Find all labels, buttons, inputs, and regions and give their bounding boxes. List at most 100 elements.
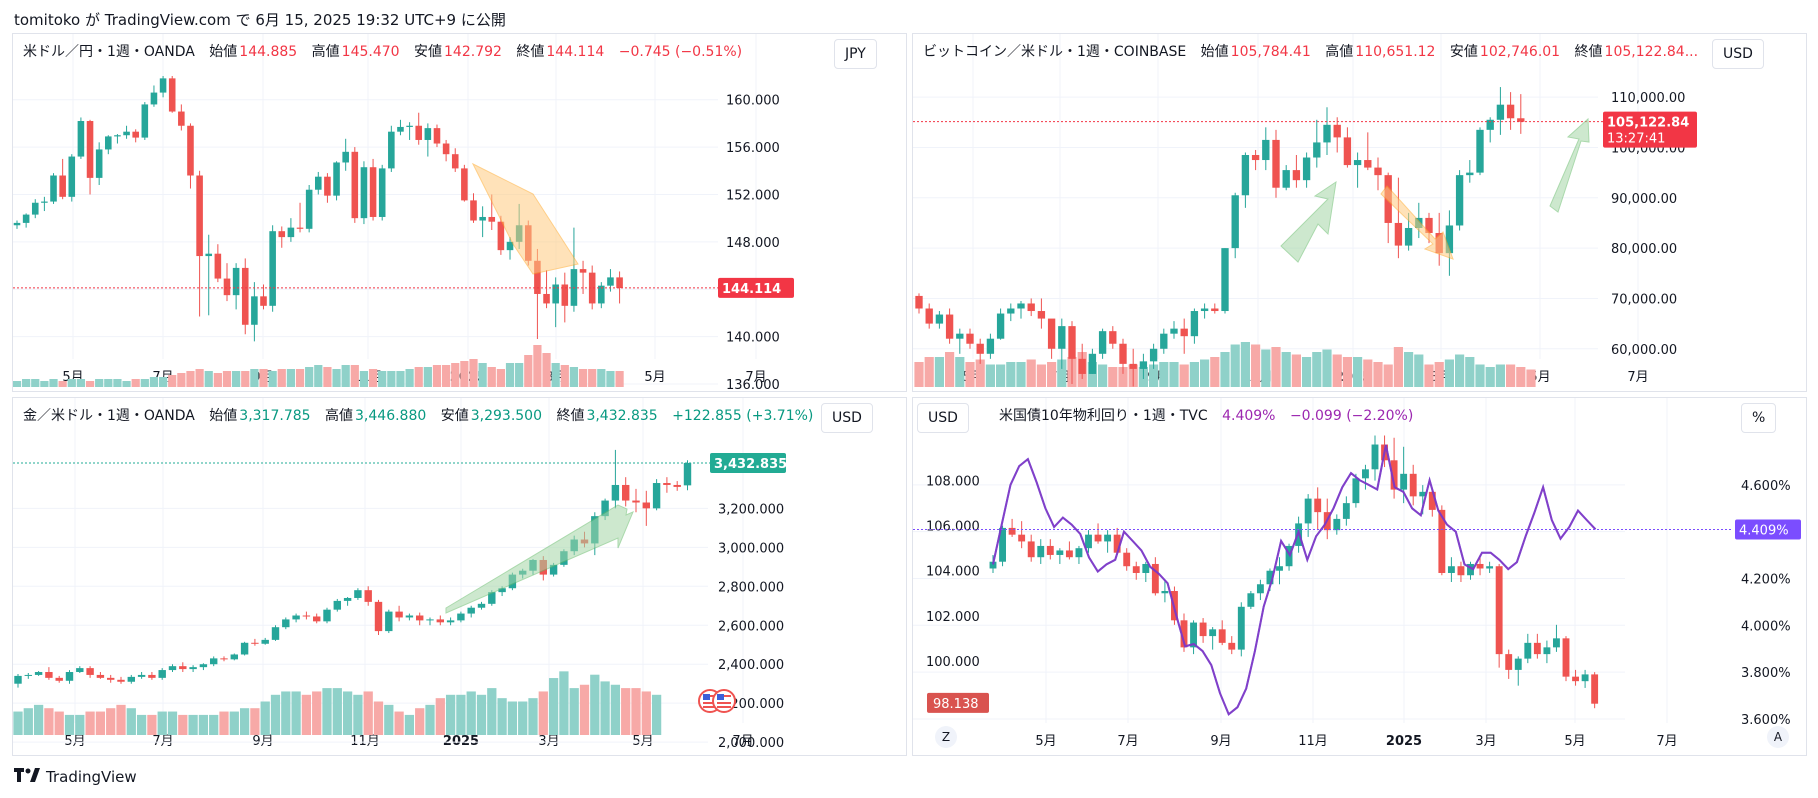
volume-bar (122, 381, 131, 387)
dxy-candle (1113, 534, 1121, 553)
tradingview-logo[interactable]: TradingView (14, 767, 137, 786)
xauusd-legend: 金／米ドル・1週・OANDA 始値 3,317.785 高値 3,446.880 安… (23, 405, 813, 425)
xauusd-unit-button[interactable]: USD (821, 403, 873, 433)
up-arrow-annotation (1549, 117, 1590, 213)
btcusd-chart-panel[interactable]: 5月7月9月11月20253月5月7月110,000.00100,000.009… (912, 33, 1807, 392)
price-candle (50, 175, 57, 202)
price-candle (302, 615, 311, 617)
price-candle (506, 241, 514, 251)
auto-scale-z-button[interactable]: Z (935, 726, 957, 748)
y-tick-label: 3.600% (1741, 713, 1791, 728)
volume-bar (64, 714, 75, 735)
volume-bar (158, 377, 168, 387)
price-candle (168, 666, 177, 671)
auto-scale-a-button[interactable]: A (1767, 726, 1789, 748)
price-candle (378, 168, 386, 217)
volume-bar (241, 371, 250, 387)
volume-bar (277, 369, 286, 387)
btcusd-unit-button[interactable]: USD (1712, 39, 1764, 69)
countdown-label: 13:27:41 (1607, 132, 1665, 147)
usdjpy-unit-button[interactable]: JPY (834, 39, 877, 69)
price-candle (1058, 326, 1066, 349)
price-candle (86, 121, 94, 178)
volume-bar (49, 379, 58, 387)
volume-bar (1332, 354, 1342, 387)
price-candle (424, 128, 432, 140)
price-candle (534, 260, 541, 294)
dxy-candle (1457, 566, 1465, 576)
price-candle (663, 483, 671, 485)
volume-bar (1108, 367, 1118, 387)
us10y-chart-panel[interactable]: 5月7月9月11月20253月5月7月4.600%4.400%4.200%4.0… (912, 397, 1807, 756)
price-candle (86, 668, 94, 675)
volume-bar (219, 711, 229, 735)
dxy-unit-button[interactable]: USD (917, 403, 969, 433)
volume-bar (281, 691, 291, 735)
y-tick-label: 140.000 (726, 331, 780, 346)
price-candle (945, 314, 954, 339)
price-candle (360, 167, 368, 219)
x-tick-label: 7月 (152, 734, 173, 749)
dxy-candle (1400, 473, 1408, 490)
volume-bar (1179, 364, 1189, 387)
volume-bar (569, 367, 579, 387)
price-candle (323, 609, 331, 622)
price-candle (189, 667, 197, 670)
xauusd-chart-panel[interactable]: 5月 7月 9月 11月 2025 3月 5月 7月 3,200.000 3,000.000 2,8… (12, 397, 907, 756)
price-candle (446, 620, 455, 623)
price-candle (1007, 308, 1015, 314)
price-candle (260, 296, 267, 306)
price-candle (543, 293, 550, 304)
volume-bar (295, 369, 305, 387)
us10y-line-base (992, 444, 1597, 716)
price-candle (1333, 124, 1341, 138)
price-candle (324, 176, 331, 196)
us10y-legend: 米国債10年物利回り・1週・TVC 4.409% −0.099 (−2.20%) (999, 405, 1413, 425)
price-candle (925, 308, 933, 324)
price-candle (148, 674, 156, 678)
price-candle (1088, 353, 1097, 374)
volume-bar (198, 714, 209, 735)
price-candle (1129, 363, 1137, 369)
usdjpy-chart-panel[interactable]: 5月7月9月11月20253月5月7月160.000156.000152.000… (12, 33, 907, 392)
volume-bar (1220, 352, 1230, 387)
volume-bar (1159, 362, 1169, 387)
volume-bar (621, 688, 631, 735)
price-candle (1241, 155, 1250, 196)
left-y-tick-label: 100.000 (926, 655, 980, 670)
dxy-candle (1486, 566, 1494, 569)
dxy-candle (1065, 550, 1073, 558)
xauusd-high-value: 3,446.880 (355, 408, 427, 424)
price-candle (588, 272, 596, 304)
price-candle (214, 253, 222, 279)
volume-bar (353, 694, 363, 735)
dxy-candle (1256, 584, 1264, 594)
price-candle (158, 670, 166, 678)
price-candle (442, 143, 450, 155)
left-y-tick-label: 104.000 (926, 565, 980, 580)
price-candle (1200, 308, 1209, 312)
volume-bar (435, 698, 445, 735)
price-candle (159, 78, 167, 93)
dxy-candle (1218, 629, 1226, 643)
dxy-candle (1524, 642, 1532, 659)
price-candle (55, 677, 63, 681)
dxy-candle (1352, 478, 1360, 504)
dxy-candle (1037, 545, 1045, 558)
volume-bar (270, 694, 281, 735)
volume-bar (332, 369, 341, 387)
volume-bar (167, 711, 178, 735)
xauusd-low-value: 3,293.500 (470, 408, 542, 424)
volume-bar (116, 704, 126, 735)
volume-bar (23, 708, 33, 735)
volume-bar (610, 684, 621, 735)
volume-bar (1393, 347, 1403, 387)
price-candle (1221, 248, 1229, 312)
price-candle (621, 484, 630, 501)
us10y-unit-button[interactable]: % (1741, 403, 1777, 433)
last-price-label: 3,432.835 (714, 457, 787, 472)
dxy-candle (1447, 566, 1455, 573)
volume-bar (1516, 367, 1526, 387)
volume-bar (126, 708, 136, 735)
price-candle (209, 658, 218, 665)
